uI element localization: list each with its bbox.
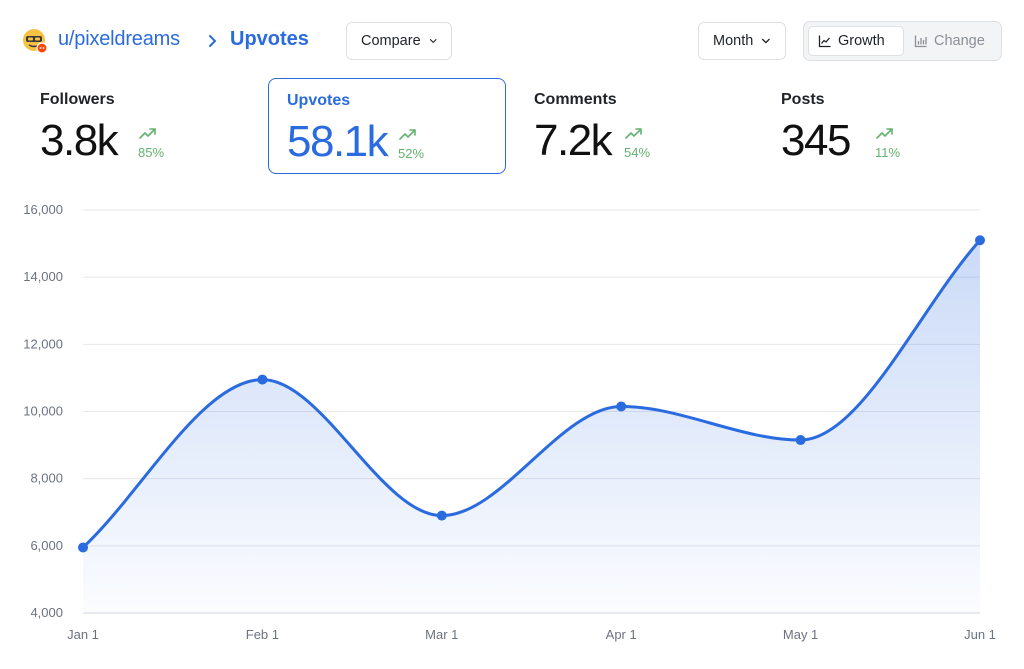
change-toggle-button[interactable]: Change <box>905 26 999 56</box>
upvotes-chart: 4,000 6,000 8,000 10,000 12,000 14,000 16,000 … <box>0 190 1024 669</box>
compare-button[interactable]: Compare <box>346 22 452 60</box>
line-chart-icon <box>818 35 831 48</box>
stat-card-posts[interactable]: Posts 345 11% <box>781 78 1019 174</box>
x-tick-label: Mar 1 <box>425 627 458 642</box>
chart-canvas: 4,0006,0008,00010,00012,00014,00016,000 … <box>23 202 996 642</box>
stat-value: 7.2k <box>534 116 613 165</box>
x-tick-label: Apr 1 <box>606 627 637 642</box>
data-point[interactable] <box>616 401 627 412</box>
trending-up-icon <box>876 128 893 139</box>
stat-label: Comments <box>534 91 617 108</box>
stat-card-comments[interactable]: Comments 7.2k 54% <box>534 78 772 174</box>
y-tick-label: 8,000 <box>30 471 63 486</box>
page-title: Upvotes <box>230 28 309 50</box>
trending-up-icon <box>399 129 416 140</box>
view-toggle: Growth Change <box>803 21 1002 61</box>
data-point[interactable] <box>436 510 447 521</box>
stat-value: 345 <box>781 116 851 165</box>
stat-card-followers[interactable]: Followers 3.8k 85% <box>40 78 278 174</box>
stat-label: Followers <box>40 91 115 108</box>
stat-change: 54% <box>624 145 651 160</box>
stat-label: Posts <box>781 91 825 108</box>
trending-up-icon <box>139 128 156 139</box>
data-point[interactable] <box>975 235 985 246</box>
x-tick-label: Jun 1 <box>964 627 996 642</box>
data-point[interactable] <box>257 374 268 385</box>
stat-value: 3.8k <box>40 116 119 165</box>
y-tick-label: 12,000 <box>23 336 63 351</box>
bar-chart-icon <box>914 35 927 48</box>
y-tick-label: 10,000 <box>23 404 63 419</box>
series-area <box>83 240 980 613</box>
growth-label: Growth <box>838 33 885 49</box>
y-tick-label: 4,000 <box>30 605 63 620</box>
x-tick-label: Feb 1 <box>246 627 279 642</box>
period-select[interactable]: Month <box>698 22 786 60</box>
reddit-avatar-icon[interactable] <box>22 28 48 54</box>
x-tick-label: Jan 1 <box>67 627 99 642</box>
chevron-down-icon <box>429 39 437 43</box>
y-tick-label: 6,000 <box>30 538 63 553</box>
series-line <box>81 239 982 549</box>
stat-card-upvotes[interactable]: Upvotes 58.1k 52% <box>268 78 506 174</box>
username-link[interactable]: u/pixeldreams <box>58 28 180 50</box>
growth-toggle-button[interactable]: Growth <box>808 26 904 56</box>
stat-label: Upvotes <box>287 92 351 109</box>
compare-label: Compare <box>361 33 421 49</box>
header: u/pixeldreams Upvotes Compare Month Grow… <box>0 0 1024 80</box>
x-tick-label: May 1 <box>783 627 818 642</box>
stat-change: 52% <box>398 146 425 161</box>
stat-change: 11% <box>875 145 901 160</box>
trending-up-icon <box>625 128 642 139</box>
stat-value: 58.1k <box>287 117 389 166</box>
data-point[interactable] <box>795 435 806 446</box>
chevron-right-icon <box>209 35 216 47</box>
data-point[interactable] <box>78 542 88 553</box>
change-label: Change <box>934 33 985 49</box>
chevron-down-icon <box>762 38 771 44</box>
y-tick-label: 16,000 <box>23 202 63 217</box>
period-label: Month <box>713 33 754 49</box>
stat-change: 85% <box>138 145 165 160</box>
y-tick-label: 14,000 <box>23 269 63 284</box>
